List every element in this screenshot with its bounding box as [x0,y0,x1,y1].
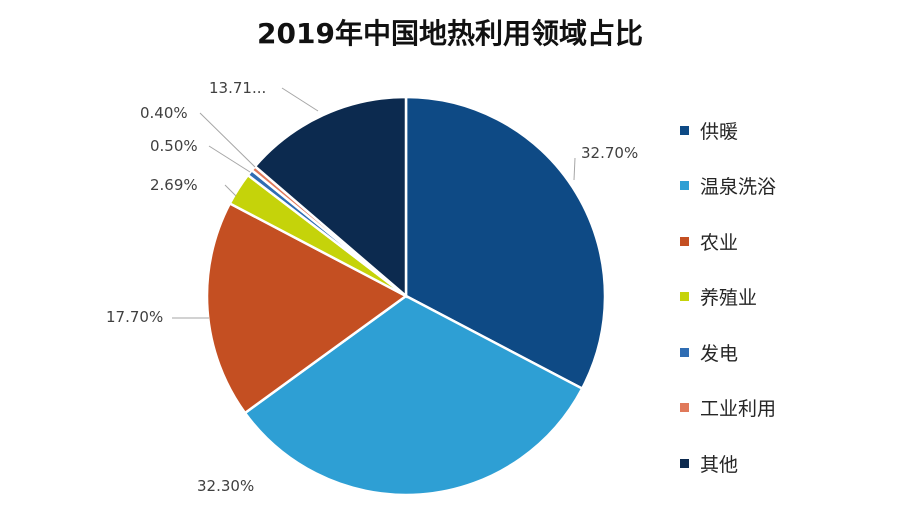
legend-item-5: 发电 [680,340,880,365]
legend-label: 供暖 [700,120,739,143]
legend-swatch [680,236,689,246]
legend-swatch [680,125,689,135]
data-label-5: 0.50% [150,137,198,155]
legend-swatch [680,347,689,357]
data-label-4: 2.69% [150,176,198,194]
pie-slice-3 [205,201,409,415]
legend-swatch [680,292,689,301]
pie-slice-2 [243,294,584,497]
leader-line-6 [199,112,256,168]
pie-slice-1 [404,95,607,391]
legend-label: 农业 [700,231,739,254]
data-label-2: 32.30% [197,477,254,495]
legend-swatch [680,458,689,468]
data-label-7: 13.71... [209,79,266,97]
legend: 供暖温泉洗浴农业养殖业发电工业利用其他 [680,118,880,507]
legend-item-2: 温泉洗浴 [680,174,880,198]
data-label-3: 17.70% [106,308,163,326]
legend-swatch [680,181,689,190]
legend-label: 温泉洗浴 [700,176,777,198]
leader-line-7 [281,87,319,112]
legend-label: 养殖业 [700,287,758,309]
data-label-6: 0.40% [140,104,188,122]
legend-item-7: 其他 [680,451,880,476]
legend-item-4: 养殖业 [680,285,880,309]
chart-title: 2019年中国地热利用领域占比 [257,17,643,50]
legend-label: 发电 [700,342,739,365]
legend-label: 其他 [700,453,739,476]
leader-line-4 [224,184,237,197]
leader-line-5 [208,145,251,173]
legend-item-1: 供暖 [680,118,880,143]
legend-item-6: 工业利用 [680,396,880,420]
legend-swatch [680,403,689,412]
pie-slice-7 [253,95,408,299]
leader-line-1 [573,157,576,181]
legend-label: 工业利用 [700,398,777,420]
data-label-1: 32.70% [581,144,638,162]
legend-item-3: 农业 [680,229,880,254]
